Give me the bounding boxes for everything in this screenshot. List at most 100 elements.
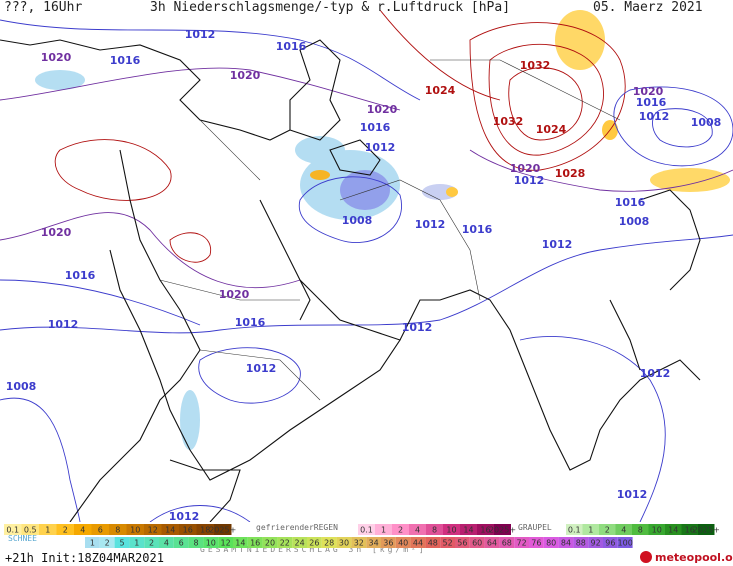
total-cell [188,537,204,548]
total-label: 48 [428,539,438,548]
run-time: ???, 16Uhr [4,0,82,15]
isobar-label: 1016 [462,223,493,236]
rain-cell [91,524,109,535]
total-cell [381,537,396,548]
brand-logo [640,551,652,563]
total-cell [173,537,189,548]
total-cell [203,537,219,548]
graupel-label: 2 [605,526,610,535]
isobar-label: 1012 [185,28,216,41]
isobar-label: 1024 [536,123,567,136]
total-label: 16 [250,539,260,548]
rain-cell [214,524,232,535]
total-label: 56 [457,539,467,548]
isobar-label: 1012 [169,510,200,523]
total-label: 52 [443,539,453,548]
freezing_rain-label: 2025+ [489,526,516,535]
rain-label: 6 [98,526,103,535]
total-label: 96 [605,539,615,548]
total-cell [129,537,145,548]
graupel-cell [599,524,616,535]
isobar-label: 1016 [110,54,141,67]
rain-cell [179,524,197,535]
total-cell [233,537,248,548]
freezing_rain-label: 10 [446,526,456,535]
isobar-label: 1008 [619,215,650,228]
freezing_rain-cell [477,524,494,535]
total-cell [307,537,322,548]
rain-cell [4,524,22,535]
isobar-label: 1012 [542,238,573,251]
isobar-label: 1016 [360,121,391,134]
isobar-label: 1020 [367,103,398,116]
total-cell [529,537,544,548]
rain-label: 0.5 [24,526,37,535]
total-cell [558,537,574,548]
graupel-label: 4 [621,526,626,535]
isobar-label: 1024 [425,84,456,97]
total-label: 5 [119,539,124,548]
freezing_rain-cell [392,524,409,535]
total-label: 34 [369,539,379,548]
total-label: 32 [354,539,364,548]
isobar-label: 1012 [246,362,277,375]
total-cell [573,537,589,548]
isobar-label: 1008 [691,116,722,129]
total-cell [410,537,426,548]
isobar-label: 1012 [402,321,433,334]
total-cell [321,537,337,548]
total-label: 6 [179,539,184,548]
rain-label: 10 [130,526,140,535]
isobar-label: 1020 [41,51,72,64]
graupel-cell [698,524,715,535]
isobar-label: 1012 [640,367,671,380]
total-cell [484,537,500,548]
total-cell [514,537,529,548]
coastlines [0,39,701,523]
isobar-label: 1012 [365,141,396,154]
graupel-cell [566,524,583,535]
brand: meteopool.org [655,551,733,564]
rain-cell [109,524,127,535]
total-label: 14 [235,539,245,548]
total-label: 20 [265,539,275,548]
snow-label: SCHNEE [8,534,37,543]
total-label: 72 [517,539,527,548]
total-cell [247,537,263,548]
freezing_rain-cell [358,524,375,535]
rain-label: 18 [200,526,210,535]
isobar-label: 1008 [342,214,373,227]
rain-cell [39,524,57,535]
isobar-label: 1016 [615,196,646,209]
total-label: 80 [546,539,556,548]
rain-label: 4 [80,526,85,535]
isobar-label: 1028 [555,167,586,180]
total-cell [469,537,485,548]
freezing_rain-label: 14 [463,526,473,535]
total-cell [159,537,174,548]
rain-label: 8 [115,526,120,535]
total-label: 2 [105,539,110,548]
graupel-label: 2025+ [693,526,720,535]
init-time: +21h Init:18Z04MAR2021 [5,551,164,565]
rain-label: 1 [45,526,50,535]
isobar-label: 1012 [617,488,648,501]
graupel-label: 8 [638,526,643,535]
isobar-label: 1020 [219,288,250,301]
total-cell [603,537,618,548]
freezing_rain-cell [375,524,392,535]
graupel-cell [615,524,632,535]
isobar-label: 1016 [276,40,307,53]
total-cell [617,537,633,548]
total-label: 30 [339,539,349,548]
total-cell [218,537,233,548]
total-label: 36 [383,539,393,548]
rain-cell [161,524,179,535]
total-label: 92 [591,539,601,548]
freezing_rain-cell [426,524,443,535]
rain-cell [144,524,162,535]
total-label: 10 [206,539,216,548]
total-cell [440,537,455,548]
total-cell [425,537,441,548]
total-cell [366,537,381,548]
